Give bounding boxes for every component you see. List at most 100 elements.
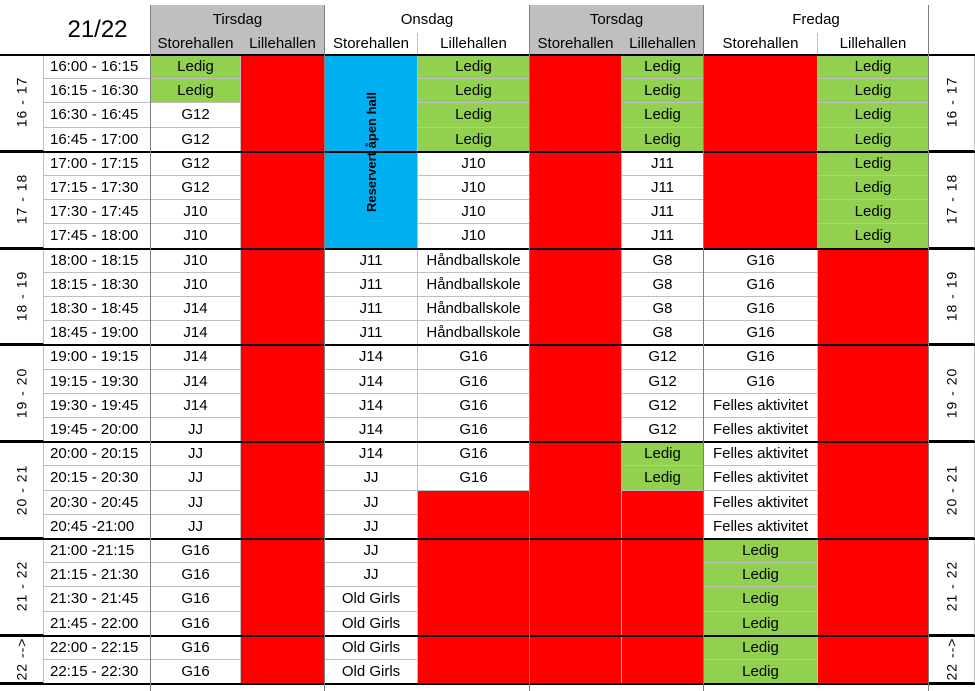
hall-header-storehallen: Storehallen xyxy=(530,33,622,55)
booking-cell: G12 xyxy=(622,393,704,418)
reserved-cell xyxy=(325,127,418,152)
occupied-cell xyxy=(530,563,622,588)
booking-cell: J14 xyxy=(151,321,241,346)
booking-cell: G16 xyxy=(418,466,530,491)
occupied-cell xyxy=(818,611,929,636)
hall-header-lillehallen: Lillehallen xyxy=(241,33,325,55)
free-slot-cell: Ledig xyxy=(818,55,929,80)
hour-label-left: 16 - 17 xyxy=(0,55,44,152)
occupied-cell xyxy=(241,55,325,80)
booking-cell: J14 xyxy=(325,442,418,467)
booking-cell: J10 xyxy=(418,224,530,249)
time-slot: 21:30 - 21:45 xyxy=(44,587,151,612)
time-slot: 18:15 - 18:30 xyxy=(44,272,151,297)
booking-cell: Håndballskole xyxy=(418,321,530,346)
free-slot-cell: Ledig xyxy=(818,224,929,249)
free-slot-cell: Ledig xyxy=(818,103,929,128)
occupied-cell xyxy=(530,79,622,104)
booking-cell: JJ xyxy=(151,514,241,539)
booking-cell: J14 xyxy=(151,297,241,322)
hour-separator xyxy=(0,441,975,444)
occupied-cell xyxy=(418,611,530,636)
booking-cell: G16 xyxy=(418,393,530,418)
hour-label-left: 21 - 22 xyxy=(0,539,44,636)
time-slot: 19:00 - 19:15 xyxy=(44,345,151,370)
free-slot-cell: Ledig xyxy=(622,442,704,467)
occupied-cell xyxy=(818,587,929,612)
booking-cell: G16 xyxy=(151,660,241,685)
occupied-cell xyxy=(241,563,325,588)
booking-cell: G12 xyxy=(622,418,704,443)
booking-cell: Felles aktivitet xyxy=(704,466,818,491)
occupied-cell xyxy=(818,393,929,418)
booking-cell: Håndballskole xyxy=(418,272,530,297)
hall-header-storehallen: Storehallen xyxy=(151,33,241,55)
time-slot: 21:00 -21:15 xyxy=(44,539,151,564)
occupied-cell xyxy=(622,611,704,636)
booking-cell: Håndballskole xyxy=(418,248,530,273)
occupied-cell xyxy=(241,345,325,370)
hour-label-right: 16 - 17 xyxy=(929,55,975,152)
occupied-cell xyxy=(704,151,818,176)
occupied-cell xyxy=(622,539,704,564)
occupied-cell xyxy=(622,563,704,588)
free-slot-cell: Ledig xyxy=(704,611,818,636)
occupied-cell xyxy=(241,466,325,491)
occupied-cell xyxy=(418,490,530,515)
occupied-cell xyxy=(418,587,530,612)
booking-cell: J11 xyxy=(622,224,704,249)
free-slot-cell: Ledig xyxy=(151,55,241,80)
booking-cell: Felles aktivitet xyxy=(704,393,818,418)
hour-label-right: 20 - 21 xyxy=(929,442,975,539)
booking-cell: J10 xyxy=(151,224,241,249)
booking-cell: G8 xyxy=(622,248,704,273)
season-label: 21/22 xyxy=(67,16,128,43)
time-slot: 21:15 - 21:30 xyxy=(44,563,151,588)
occupied-cell xyxy=(241,369,325,394)
occupied-cell xyxy=(530,466,622,491)
occupied-cell xyxy=(530,611,622,636)
occupied-cell xyxy=(418,539,530,564)
occupied-cell xyxy=(241,297,325,322)
occupied-cell xyxy=(241,635,325,660)
time-slot: 18:00 - 18:15 xyxy=(44,248,151,273)
free-slot-cell: Ledig xyxy=(818,200,929,225)
occupied-cell xyxy=(818,418,929,443)
occupied-cell xyxy=(241,127,325,152)
occupied-cell xyxy=(241,176,325,201)
occupied-cell xyxy=(530,224,622,249)
booking-cell: J10 xyxy=(418,176,530,201)
booking-cell: Old Girls xyxy=(325,611,418,636)
hall-header-lillehallen: Lillehallen xyxy=(818,33,929,55)
booking-cell: G16 xyxy=(704,297,818,322)
booking-cell: J10 xyxy=(418,151,530,176)
booking-cell: G16 xyxy=(704,272,818,297)
booking-cell: G16 xyxy=(151,611,241,636)
hour-label-right: 22 --> xyxy=(929,635,975,685)
booking-cell: J14 xyxy=(151,393,241,418)
booking-cell: JJ xyxy=(151,442,241,467)
occupied-cell xyxy=(530,272,622,297)
day-header-tirsdag: Tirsdag xyxy=(151,5,325,33)
occupied-cell xyxy=(530,514,622,539)
hall-header-storehallen: Storehallen xyxy=(704,33,818,55)
booking-cell: JJ xyxy=(325,563,418,588)
booking-cell: G16 xyxy=(418,442,530,467)
booking-cell: JJ xyxy=(325,514,418,539)
occupied-cell xyxy=(530,103,622,128)
occupied-cell xyxy=(241,490,325,515)
booking-cell: Old Girls xyxy=(325,660,418,685)
hour-separator xyxy=(0,247,975,250)
booking-cell: G16 xyxy=(704,345,818,370)
hour-label-left: 20 - 21 xyxy=(0,442,44,539)
booking-cell: G16 xyxy=(151,563,241,588)
booking-cell: J14 xyxy=(325,369,418,394)
occupied-cell xyxy=(241,660,325,685)
hour-label-left: 19 - 20 xyxy=(0,345,44,443)
occupied-cell xyxy=(530,321,622,346)
free-slot-cell: Ledig xyxy=(818,176,929,201)
hour-separator xyxy=(0,150,975,153)
free-slot-cell: Ledig xyxy=(704,660,818,685)
day-header-fredag: Fredag xyxy=(704,5,929,33)
reserved-cell xyxy=(325,176,418,201)
